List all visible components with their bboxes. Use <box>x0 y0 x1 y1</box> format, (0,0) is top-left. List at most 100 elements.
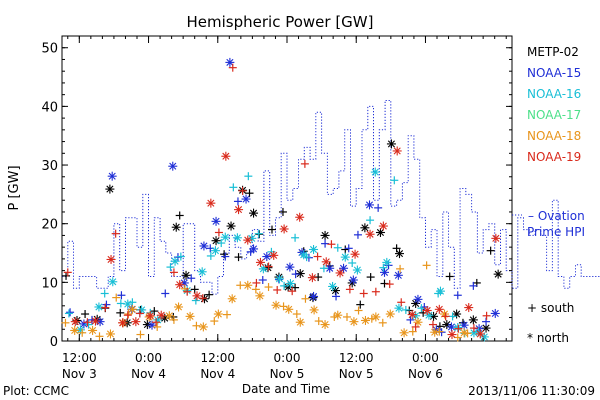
star-ray <box>351 250 359 258</box>
star-ray <box>435 305 443 313</box>
star-ray <box>491 309 499 318</box>
data-point-south <box>64 309 73 318</box>
data-point-south <box>264 283 273 292</box>
data-point-south <box>61 318 70 327</box>
data-point-south <box>123 311 132 320</box>
star-ray <box>171 257 179 265</box>
star-ray <box>212 237 220 245</box>
star-ray <box>361 224 369 232</box>
star-ray <box>376 228 385 237</box>
data-point-south <box>441 312 450 321</box>
data-point-south <box>378 318 387 327</box>
data-point-north <box>434 304 444 314</box>
legend: METP-02 NOAA-15 NOAA-16 NOAA-17 NOAA-18 NOAA-… <box>512 45 585 345</box>
star-ray <box>172 223 180 231</box>
data-point-south <box>359 289 368 298</box>
star-ray <box>349 276 357 284</box>
star-ray <box>249 209 258 217</box>
data-point-south <box>288 287 297 296</box>
data-point-north <box>206 198 216 208</box>
data-point-north <box>227 294 237 304</box>
data-point-north <box>422 306 432 315</box>
data-point-north <box>181 270 191 280</box>
star-ray <box>193 292 201 300</box>
data-point-south <box>258 276 267 284</box>
data-point-south <box>428 320 437 329</box>
star-ray <box>366 230 374 238</box>
data-point-south <box>191 296 200 305</box>
data-point-north <box>107 171 117 181</box>
x-tick-label-date: Nov 6 <box>408 367 443 381</box>
data-point-north <box>275 274 284 284</box>
data-point-north <box>468 315 478 325</box>
data-point-south <box>348 258 357 267</box>
data-point-north <box>255 257 265 267</box>
data-point-south <box>95 332 104 341</box>
data-point-south <box>116 308 125 317</box>
star-ray <box>394 271 402 279</box>
x-tick-label-time: 0:00 <box>135 351 162 365</box>
data-point-south <box>345 285 354 294</box>
data-point-south <box>313 252 322 261</box>
star-ray <box>400 329 408 337</box>
star-ray <box>408 311 416 319</box>
x-tick-label-time: 12:00 <box>339 351 374 365</box>
data-point-south <box>333 243 342 252</box>
star-ray <box>228 295 236 303</box>
data-point-north <box>339 263 349 273</box>
data-point-south <box>62 271 71 280</box>
data-point-south <box>268 225 276 234</box>
star-ray <box>431 328 439 336</box>
star-ray <box>91 317 100 325</box>
star-ray <box>128 305 136 313</box>
star-ray <box>157 311 165 319</box>
star-ray <box>207 199 215 207</box>
star-ray <box>214 310 222 318</box>
data-point-south <box>482 311 491 320</box>
data-point-south <box>236 281 245 290</box>
data-point-north <box>168 161 178 171</box>
data-point-north <box>392 146 402 156</box>
data-point-south <box>486 246 495 255</box>
star-ray <box>341 253 349 261</box>
star-ray <box>448 330 456 339</box>
star-ray <box>395 250 404 258</box>
data-point-south <box>302 253 311 262</box>
data-point-south <box>278 207 287 216</box>
y-axis-label: P [GW] <box>7 165 22 210</box>
data-point-north <box>321 257 331 267</box>
star-ray <box>270 251 278 259</box>
data-point-south <box>117 291 126 300</box>
star-ray <box>309 245 318 254</box>
star-ray <box>263 252 271 261</box>
data-point-south <box>166 263 175 272</box>
data-point-south <box>354 306 363 315</box>
star-ray <box>107 255 115 264</box>
data-point-south <box>111 229 120 238</box>
data-point-north <box>394 303 404 313</box>
data-point-south <box>292 310 301 319</box>
data-point-south <box>301 294 310 303</box>
data-point-north <box>156 310 166 320</box>
chart-title: Hemispheric Power [GW] <box>187 13 374 31</box>
data-point-south <box>463 329 472 338</box>
star-ray <box>494 270 502 278</box>
star-ray <box>244 236 252 244</box>
legend-entry: NOAA-19 <box>527 150 581 164</box>
data-point-north <box>255 291 265 301</box>
star-ray <box>244 281 252 289</box>
data-point-south <box>291 233 300 242</box>
data-point-south <box>353 230 362 239</box>
data-point-north <box>475 329 485 339</box>
star-ray <box>308 274 316 282</box>
data-point-north <box>371 312 381 322</box>
star-ray <box>286 279 295 288</box>
star-ray <box>176 281 184 289</box>
footer-plot-credit: Plot: CCMC <box>3 384 69 398</box>
data-point-south <box>153 322 162 331</box>
star-ray <box>371 168 379 176</box>
star-ray <box>310 306 318 314</box>
data-point-north <box>249 208 259 218</box>
x-tick-label-time: 12:00 <box>200 351 235 365</box>
